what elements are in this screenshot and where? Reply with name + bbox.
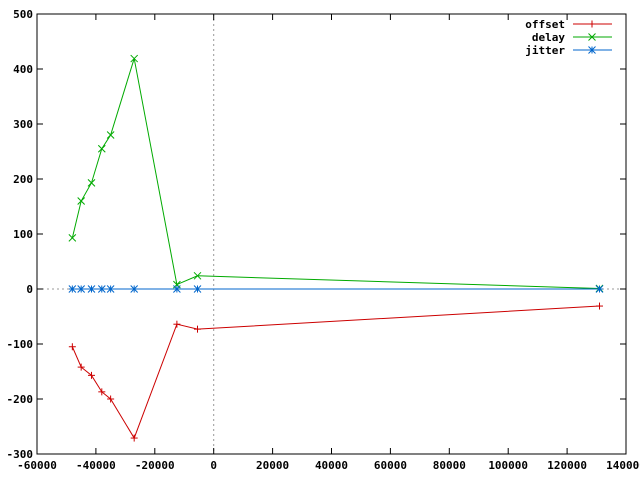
x-tick-label: 100000 (488, 459, 528, 472)
y-tick-label: -100 (7, 338, 34, 351)
data-point-jitter (87, 285, 96, 293)
data-point-offset (194, 325, 202, 333)
data-point-offset (173, 320, 181, 328)
x-tick-label: 140000 (606, 459, 640, 472)
x-tick-label: -40000 (76, 459, 116, 472)
y-tick-label: 100 (13, 228, 33, 241)
y-tick-label: 0 (26, 283, 33, 296)
data-point-offset (77, 363, 85, 371)
data-point-delay (193, 271, 202, 280)
series-delay (68, 54, 604, 293)
data-point-jitter (68, 285, 77, 293)
data-point-offset (130, 434, 138, 442)
data-point-jitter (106, 285, 115, 293)
y-axis: -300 -200 -100 0 100 200 300 400 500 (7, 8, 626, 461)
data-point-delay (97, 144, 106, 153)
data-point-jitter (173, 285, 181, 293)
series-line-offset (71, 305, 600, 440)
x-axis: -60000 -40000 -20000 0 20000 40000 60000 80000 1… (17, 14, 640, 472)
data-point-jitter (97, 285, 106, 293)
data-point-jitter (77, 285, 86, 293)
legend-label-delay: delay (532, 31, 565, 44)
data-point-jitter (130, 285, 139, 293)
data-point-delay (87, 178, 96, 187)
x-tick-label: 20000 (256, 459, 289, 472)
x-tick-label: -60000 (17, 459, 57, 472)
data-point-delay (68, 233, 77, 242)
y-tick-label: 500 (13, 8, 33, 21)
data-point-offset (68, 343, 76, 351)
plot-frame (36, 13, 627, 455)
y-tick-label: 400 (13, 63, 33, 76)
x-tick-label: 0 (210, 459, 217, 472)
y-tick-label: -300 (7, 448, 34, 461)
zero-axes (37, 14, 626, 454)
data-point-offset (107, 395, 115, 403)
data-point-delay (77, 197, 86, 205)
data-point-delay (130, 54, 139, 63)
data-point-offset (595, 302, 603, 310)
y-tick-label: -200 (7, 393, 34, 406)
x-tick-label: 120000 (547, 459, 587, 472)
data-point-jitter (595, 285, 604, 293)
series-layer (68, 54, 604, 442)
series-offset (68, 302, 603, 442)
x-tick-label: 80000 (433, 459, 466, 472)
data-point-jitter (193, 285, 202, 293)
data-point-delay (106, 131, 115, 139)
legend-label-jitter: jitter (525, 44, 565, 57)
legend-label-offset: offset (525, 18, 565, 31)
data-point-offset (98, 388, 106, 396)
data-point-offset (87, 371, 95, 379)
legend-marker-delay (588, 33, 596, 41)
series-line-delay (71, 58, 600, 289)
legend-marker-jitter (588, 46, 596, 54)
y-tick-label: 200 (13, 173, 33, 186)
x-tick-label: 60000 (374, 459, 407, 472)
x-tick-label: 40000 (315, 459, 348, 472)
y-tick-label: 300 (13, 118, 33, 131)
x-tick-label: -20000 (135, 459, 175, 472)
legend-marker-offset (588, 20, 596, 28)
series-jitter (68, 285, 604, 293)
